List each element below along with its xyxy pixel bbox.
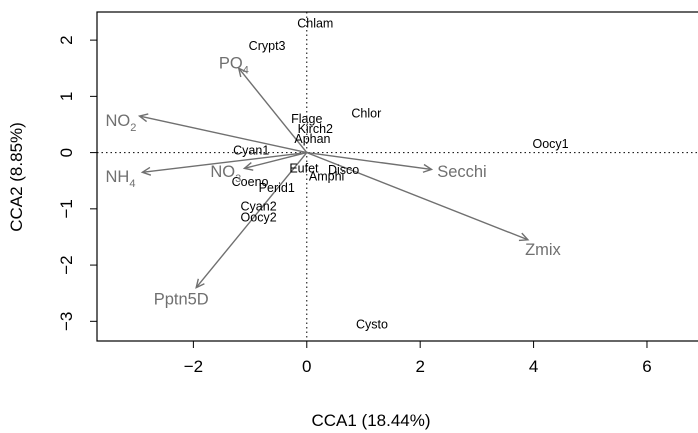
env-vector-name: NO xyxy=(210,163,235,181)
species-label: Amphi xyxy=(309,170,344,184)
env-vector-name: NO xyxy=(106,112,131,130)
env-vector-subscript: 4 xyxy=(129,178,135,190)
species-label: Aphan xyxy=(294,132,330,146)
x-tick-label: 4 xyxy=(529,357,538,376)
env-vector-arrowhead xyxy=(140,166,152,176)
x-tick-label: 0 xyxy=(302,357,311,376)
y-tick-label: −1 xyxy=(57,199,76,218)
env-vector-arrow xyxy=(238,67,308,154)
env-vector-arrow xyxy=(306,151,432,171)
species-label: Oocy1 xyxy=(533,137,569,151)
env-vector-label: Secchi xyxy=(437,163,487,181)
species-label: Cyan1 xyxy=(233,144,269,158)
env-vector-subscript: 2 xyxy=(130,122,136,134)
species-label: Cysto xyxy=(356,318,388,332)
env-vector-label: Zmix xyxy=(525,241,561,259)
y-tick-label: 0 xyxy=(57,148,76,157)
env-vector-arrow xyxy=(244,151,307,170)
x-tick-label: 2 xyxy=(415,357,424,376)
species-label: Kirch2 xyxy=(298,122,333,136)
species-label: Flage xyxy=(291,112,322,126)
env-vector-name: Zmix xyxy=(525,241,561,259)
species-label: Perid1 xyxy=(259,181,295,195)
env-vector-label: NH4 xyxy=(106,168,136,190)
env-vector-name: Secchi xyxy=(437,163,487,181)
species-label: Coeno xyxy=(232,175,269,189)
env-vector-arrow xyxy=(306,151,529,241)
y-tick-label: 2 xyxy=(57,35,76,44)
species-label: Eufet xyxy=(289,162,319,176)
species-label: Cyan2 xyxy=(241,199,277,213)
species-label: Oocy2 xyxy=(241,211,277,225)
x-tick-label: 6 xyxy=(642,357,651,376)
plot-frame xyxy=(96,11,698,342)
env-vector-subscript: 3 xyxy=(235,173,241,185)
env-vector-arrow xyxy=(142,151,307,173)
x-axis-label: CCA1 (18.44%) xyxy=(311,411,430,430)
env-vector-name: NH xyxy=(106,168,130,186)
env-vector-label: NO2 xyxy=(106,112,137,134)
env-vector-arrow xyxy=(195,152,308,289)
env-vector-arrow xyxy=(139,115,307,154)
env-vector-label: Pptn5D xyxy=(154,291,209,309)
env-vector-label: PO4 xyxy=(219,54,249,76)
species-label: Chlor xyxy=(351,107,381,121)
env-vector-name: PO xyxy=(219,54,243,72)
species-label: Chlam xyxy=(297,17,333,31)
species-label: Disco xyxy=(328,163,359,177)
env-vector-arrowhead xyxy=(422,163,434,173)
y-tick-label: 1 xyxy=(57,92,76,101)
env-vector-name: Pptn5D xyxy=(154,291,209,309)
env-vector-arrowhead xyxy=(137,113,149,123)
env-vector-arrowhead xyxy=(242,162,254,171)
y-axis-label: CCA2 (8.85%) xyxy=(7,122,26,232)
y-tick-label: −3 xyxy=(57,312,76,331)
env-vector-label: NO3 xyxy=(210,163,241,185)
species-label: Crypt3 xyxy=(249,39,286,53)
env-vector-arrowhead xyxy=(237,66,248,78)
x-tick-label: −2 xyxy=(184,357,203,376)
y-tick-label: −2 xyxy=(57,255,76,274)
env-vector-arrowhead xyxy=(195,278,205,289)
env-vector-subscript: 4 xyxy=(243,64,249,76)
env-vector-arrowhead xyxy=(518,232,530,242)
